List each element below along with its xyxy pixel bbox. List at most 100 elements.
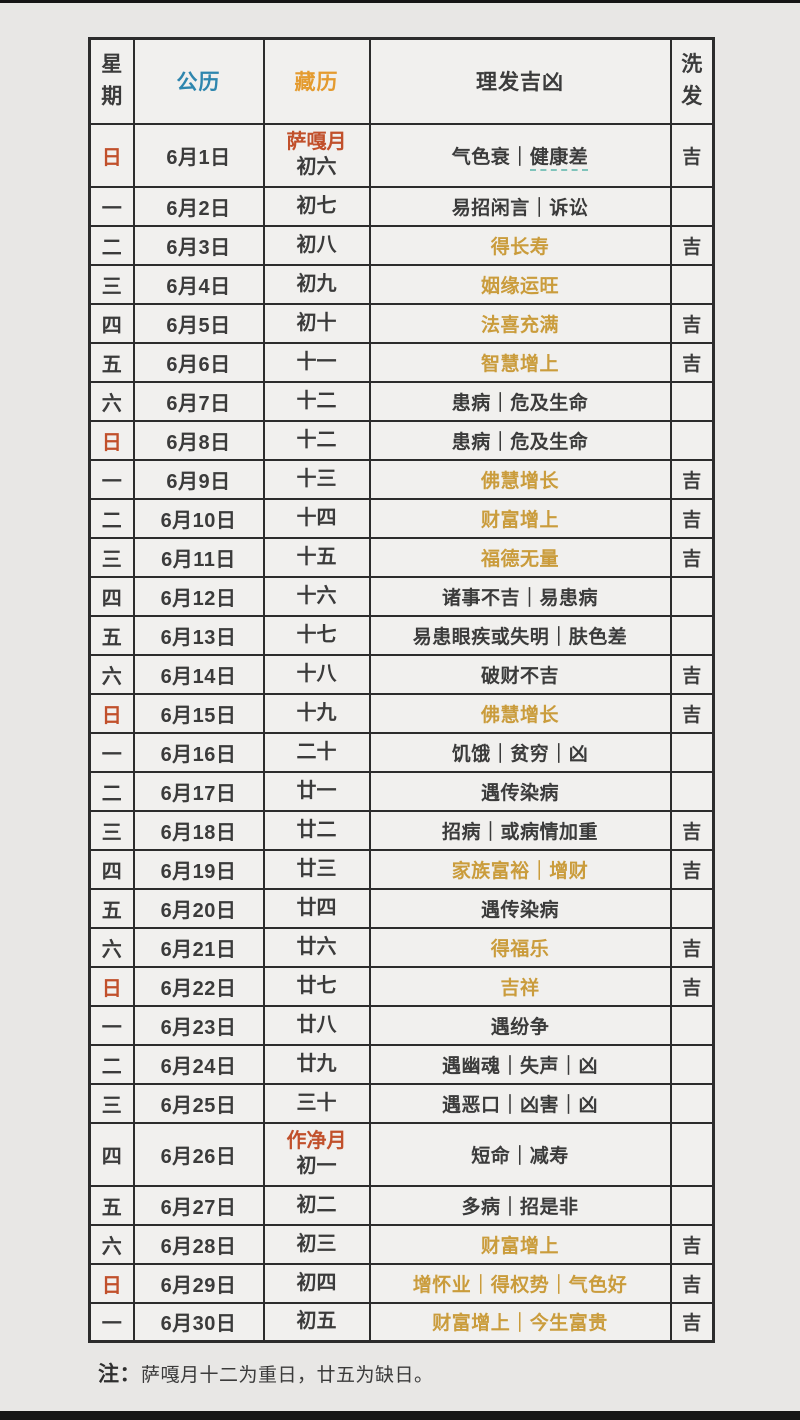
- calendar-row: 六 6月7日 十二 患病｜危及生命: [88, 380, 715, 422]
- date-cell: 6月6日: [132, 341, 265, 383]
- week-cell: 五: [88, 341, 135, 383]
- wash-cell: 吉: [669, 497, 715, 539]
- week-cell: 日: [88, 965, 135, 1007]
- tibetan-cell: 十七: [262, 614, 371, 656]
- fortune-cell: 得长寿: [368, 224, 672, 266]
- tibetan-cell: 初三: [262, 1223, 371, 1265]
- calendar-row: 三 6月18日 廿二 招病｜或病情加重 吉: [88, 809, 715, 851]
- bottom-edge-bar: [0, 1411, 800, 1420]
- calendar-row: 一 6月9日 十三 佛慧增长 吉: [88, 458, 715, 500]
- date-cell: 6月17日: [132, 770, 265, 812]
- tibetan-cell: 廿九: [262, 1043, 371, 1085]
- tibetan-cell: 初九: [262, 263, 371, 305]
- date-cell: 6月22日: [132, 965, 265, 1007]
- tibetan-cell: 初七: [262, 185, 371, 227]
- wash-cell: 吉: [669, 1301, 715, 1343]
- footnote: 注：萨嘎月十二为重日，廿五为缺日。: [98, 1358, 718, 1388]
- tibetan-cell: 作净月 初一: [262, 1121, 371, 1187]
- tibetan-cell: 十六: [262, 575, 371, 617]
- wash-cell: 吉: [669, 848, 715, 890]
- header-wash: 洗发: [669, 37, 715, 125]
- fortune-cell: 气色衰｜健康差: [368, 122, 672, 188]
- fortune-cell: 遇恶口｜凶害｜凶: [368, 1082, 672, 1124]
- date-cell: 6月10日: [132, 497, 265, 539]
- wash-cell: 吉: [669, 341, 715, 383]
- wash-cell: 吉: [669, 224, 715, 266]
- tibetan-cell: 廿八: [262, 1004, 371, 1046]
- week-cell: 二: [88, 224, 135, 266]
- fortune-cell: 财富增上: [368, 497, 672, 539]
- tibetan-cell: 初二: [262, 1184, 371, 1226]
- week-cell: 三: [88, 1082, 135, 1124]
- week-cell: 五: [88, 614, 135, 656]
- tibetan-cell: 初四: [262, 1262, 371, 1304]
- wash-cell: [669, 1082, 715, 1124]
- calendar-table-body: 日 6月1日 萨嘎月 初六 气色衰｜健康差 吉 一 6月2日 初七 易招闲言｜诉讼…: [88, 122, 715, 1343]
- tibetan-cell: 十三: [262, 458, 371, 500]
- wash-cell: [669, 614, 715, 656]
- fortune-cell: 得福乐: [368, 926, 672, 968]
- calendar-row: 四 6月19日 廿三 家族富裕｜增财 吉: [88, 848, 715, 890]
- calendar-row: 一 6月2日 初七 易招闲言｜诉讼: [88, 185, 715, 227]
- wash-cell: 吉: [669, 965, 715, 1007]
- calendar-row: 五 6月6日 十一 智慧增上 吉: [88, 341, 715, 383]
- week-cell: 三: [88, 263, 135, 305]
- date-cell: 6月8日: [132, 419, 265, 461]
- wash-cell: 吉: [669, 692, 715, 734]
- fortune-cell: 法喜充满: [368, 302, 672, 344]
- date-cell: 6月1日: [132, 122, 265, 188]
- tibetan-day-label: 廿二: [296, 818, 337, 841]
- fortune-cell: 饥饿｜贫穷｜凶: [368, 731, 672, 773]
- fortune-cell: 易患眼疾或失明｜肤色差: [368, 614, 672, 656]
- header-wash-label: 洗发: [681, 52, 703, 109]
- tibetan-day-label: 初七: [296, 194, 337, 217]
- wash-cell: [669, 1121, 715, 1187]
- week-cell: 四: [88, 575, 135, 617]
- calendar-row: 三 6月4日 初九 姻缘运旺: [88, 263, 715, 305]
- calendar-table-header: 星期 公历 藏历 理发吉凶 洗发: [88, 37, 715, 125]
- tibetan-cell: 廿二: [262, 809, 371, 851]
- week-cell: 日: [88, 419, 135, 461]
- wash-cell: [669, 731, 715, 773]
- wash-cell: 吉: [669, 302, 715, 344]
- tibetan-cell: 廿四: [262, 887, 371, 929]
- tibetan-day-label: 十二: [296, 389, 337, 412]
- date-cell: 6月3日: [132, 224, 265, 266]
- fortune-cell: 遇传染病: [368, 887, 672, 929]
- tibetan-cell: 十二: [262, 380, 371, 422]
- tibetan-day-label: 初十: [296, 311, 337, 334]
- fortune-cell: 遇纷争: [368, 1004, 672, 1046]
- tibetan-day-label: 初八: [296, 233, 337, 256]
- date-cell: 6月4日: [132, 263, 265, 305]
- date-cell: 6月25日: [132, 1082, 265, 1124]
- calendar-row: 三 6月25日 三十 遇恶口｜凶害｜凶: [88, 1082, 715, 1124]
- week-cell: 六: [88, 653, 135, 695]
- calendar-row: 日 6月22日 廿七 吉祥 吉: [88, 965, 715, 1007]
- calendar-row: 日 6月1日 萨嘎月 初六 气色衰｜健康差 吉: [88, 122, 715, 188]
- tibetan-cell: 十二: [262, 419, 371, 461]
- wash-cell: 吉: [669, 1223, 715, 1265]
- tibetan-cell: 廿七: [262, 965, 371, 1007]
- tibetan-day-label: 十六: [296, 584, 337, 607]
- week-cell: 一: [88, 185, 135, 227]
- tibetan-day-label: 初四: [296, 1271, 337, 1294]
- tibetan-day-label: 廿一: [296, 779, 337, 802]
- week-cell: 六: [88, 1223, 135, 1265]
- tibetan-cell: 廿六: [262, 926, 371, 968]
- calendar-row: 二 6月24日 廿九 遇幽魂｜失声｜凶: [88, 1043, 715, 1085]
- tibetan-day-label: 十九: [296, 701, 337, 724]
- week-cell: 一: [88, 1004, 135, 1046]
- tibetan-cell: 十八: [262, 653, 371, 695]
- wash-cell: 吉: [669, 458, 715, 500]
- date-cell: 6月15日: [132, 692, 265, 734]
- week-cell: 日: [88, 122, 135, 188]
- header-week-label: 星期: [101, 52, 123, 109]
- wash-cell: 吉: [669, 536, 715, 578]
- top-edge-bar: [0, 0, 800, 3]
- tibetan-day-label: 初二: [296, 1193, 337, 1216]
- tibetan-day-label: 初九: [296, 272, 337, 295]
- tibetan-cell: 十四: [262, 497, 371, 539]
- tibetan-month-label: 作净月: [286, 1130, 347, 1152]
- fortune-cell: 患病｜危及生命: [368, 419, 672, 461]
- header-week: 星期: [88, 37, 135, 125]
